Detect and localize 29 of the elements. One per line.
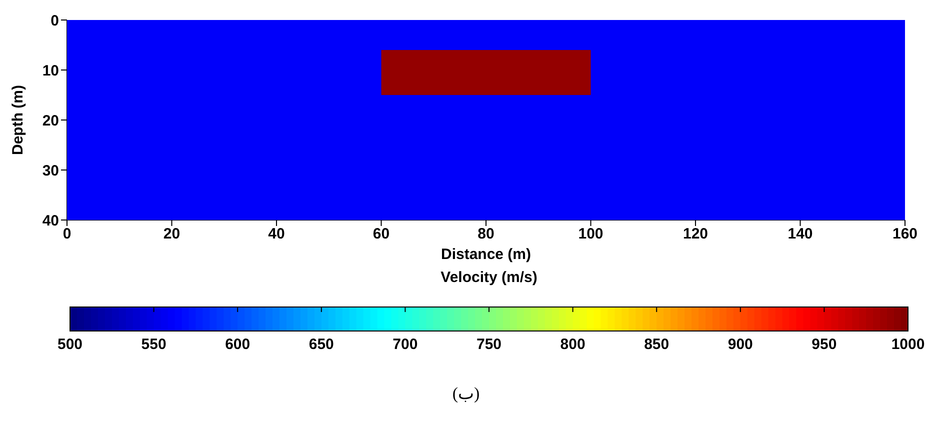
color-bar-label: 850 <box>644 336 670 353</box>
x-axis-title: Distance (m) <box>440 245 532 265</box>
y-axis-title: Depth (m) <box>9 85 26 155</box>
color-bar-label: 700 <box>392 336 418 353</box>
text: (ب) <box>451 383 481 404</box>
y-tick-label: 30 <box>42 162 59 180</box>
x-tick-label: 80 <box>478 226 494 243</box>
color-bar-label: 950 <box>812 336 837 353</box>
x-tick-label: 0 <box>62 226 72 243</box>
y-tick-label: 10 <box>42 62 59 80</box>
x-tick-label: 120 <box>682 226 708 243</box>
color-bar-label: 900 <box>728 336 753 353</box>
y-tick-label: 0 <box>50 12 59 30</box>
color-bar-label: 650 <box>308 336 334 353</box>
x-tick-label: 60 <box>372 226 390 243</box>
color-bar-label: 500 <box>57 336 83 353</box>
x-tick-label: 140 <box>788 226 813 243</box>
color-bar-label: 550 <box>141 336 166 353</box>
y-tick-label: 20 <box>42 112 59 130</box>
x-tick-label: 100 <box>578 226 604 243</box>
color-bar-label: 600 <box>225 336 250 353</box>
color-bar-label: 1000 <box>891 336 925 353</box>
color-bar-label: 800 <box>560 336 586 353</box>
color-bar-title: Velocity (m/s) <box>440 269 538 286</box>
x-tick-label: 40 <box>268 226 285 243</box>
color-bar-label: 750 <box>476 336 502 353</box>
x-tick-label: 160 <box>892 226 918 243</box>
y-tick-label: 40 <box>42 212 59 230</box>
x-tick-label: 20 <box>163 226 180 243</box>
